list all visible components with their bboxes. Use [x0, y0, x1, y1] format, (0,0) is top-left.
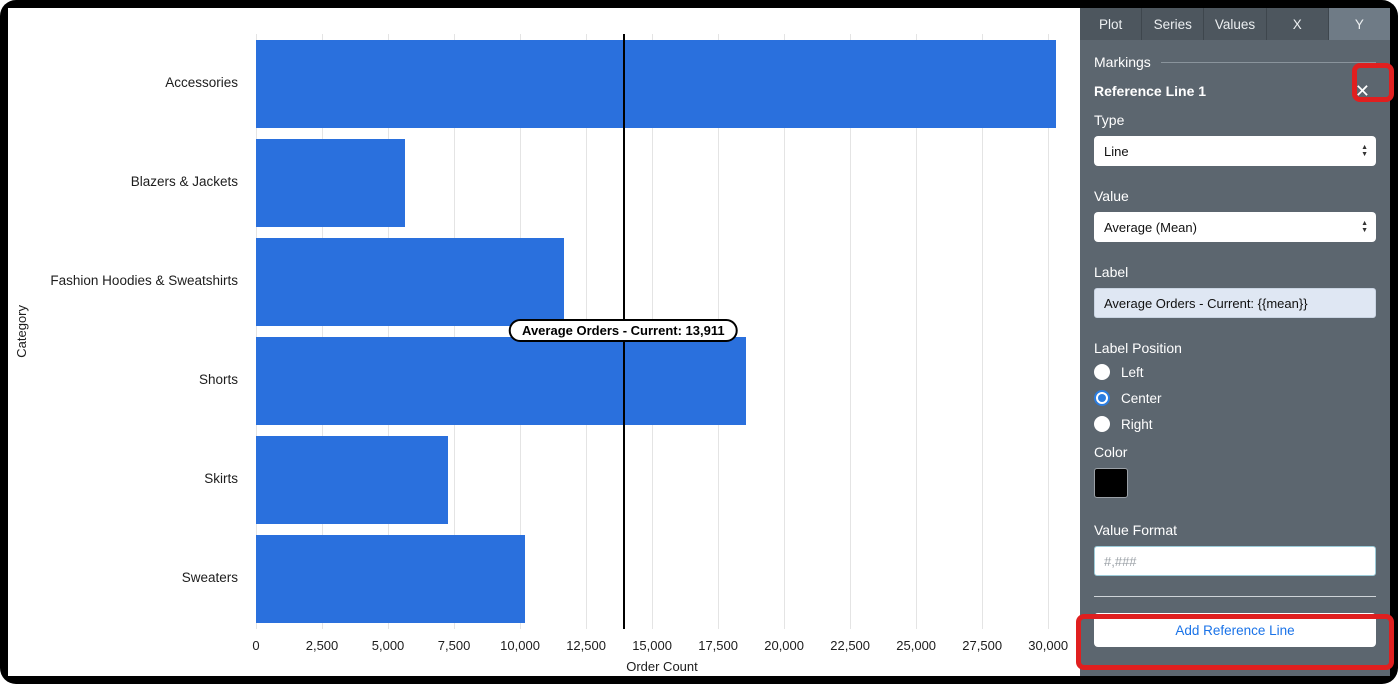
- settings-panel: Plot Series Values X Y Markings Reference Li…: [1080, 8, 1391, 676]
- markings-label: Markings: [1094, 54, 1151, 70]
- x-tick-label: 2,500: [305, 638, 339, 653]
- gridline: [916, 34, 918, 629]
- value-format-input[interactable]: [1094, 546, 1376, 576]
- category-label: Shorts: [198, 372, 238, 388]
- radio-right[interactable]: Right: [1094, 416, 1376, 432]
- gridline: [784, 34, 786, 629]
- tab-x[interactable]: X: [1266, 8, 1329, 40]
- updown-arrows-icon: [1361, 144, 1368, 158]
- gridline: [388, 34, 390, 629]
- x-tick-label: 5,000: [371, 638, 405, 653]
- reference-line-label: Average Orders - Current: 13,911: [509, 318, 738, 342]
- tab-values[interactable]: Values: [1204, 8, 1267, 40]
- bar-blazers-jackets: [256, 138, 406, 227]
- category-label: Fashion Hoodies & Sweatshirts: [50, 272, 238, 288]
- type-select[interactable]: Line: [1094, 136, 1376, 166]
- x-tick-label: 17,500: [698, 638, 738, 653]
- x-tick-label: 20,000: [764, 638, 804, 653]
- radio-icon: [1094, 390, 1110, 406]
- gridline: [982, 34, 984, 629]
- x-tick-label: 22,500: [830, 638, 871, 653]
- x-tick-label: 0: [252, 638, 260, 653]
- reference-line-title: Reference Line 1: [1094, 83, 1207, 99]
- x-tick-label: 27,500: [962, 638, 1003, 653]
- x-tick-label: 30,000: [1028, 638, 1069, 653]
- category-label: Skirts: [204, 471, 238, 487]
- updown-arrows-icon: [1361, 220, 1368, 234]
- type-select-value: Line: [1104, 143, 1129, 159]
- x-tick-label: 12,500: [566, 638, 606, 653]
- gridline: [850, 34, 852, 629]
- value-select-value: Average (Mean): [1104, 219, 1197, 235]
- x-tick-label: 7,500: [437, 638, 471, 653]
- tab-plot[interactable]: Plot: [1080, 8, 1143, 40]
- value-label: Value: [1094, 188, 1129, 204]
- section-divider-line: [1160, 61, 1376, 63]
- gridline: [256, 34, 257, 629]
- tab-series[interactable]: Series: [1142, 8, 1205, 40]
- panel-body: Markings Reference Line 1 ✕ Type Line Va…: [1080, 40, 1390, 676]
- label-position-label: Label Position: [1094, 340, 1182, 356]
- x-tick-label: 10,000: [500, 638, 540, 653]
- panel-tabs: Plot Series Values X Y: [1080, 8, 1391, 40]
- bar-shorts: [256, 337, 746, 426]
- label-position-group: Left Center Right: [1094, 364, 1376, 432]
- category-label: Sweaters: [181, 570, 238, 586]
- y-axis-title: Category: [14, 34, 29, 629]
- x-tick-label: 25,000: [896, 638, 937, 653]
- gridline: [322, 34, 324, 629]
- label-input[interactable]: [1094, 288, 1376, 318]
- gridline: [1048, 34, 1050, 629]
- radio-icon: [1094, 364, 1110, 380]
- category-label: Blazers & Jackets: [130, 173, 238, 189]
- tab-y[interactable]: Y: [1328, 8, 1391, 40]
- radio-label: Left: [1121, 364, 1144, 380]
- label-label: Label: [1094, 264, 1129, 280]
- chart-area: Category Order Count 0 2,500 5,000 7,500 10,…: [8, 8, 1080, 676]
- markings-section-header: Markings: [1094, 54, 1376, 70]
- reference-line-header: Reference Line 1 ✕: [1094, 82, 1376, 100]
- type-label: Type: [1094, 112, 1125, 128]
- value-format-label: Value Format: [1094, 522, 1177, 538]
- close-icon[interactable]: ✕: [1354, 81, 1370, 101]
- radio-label: Center: [1121, 390, 1162, 406]
- add-reference-line-button[interactable]: Add Reference Line: [1094, 613, 1376, 647]
- x-tick-label: 15,000: [632, 638, 672, 653]
- radio-label: Right: [1121, 416, 1153, 432]
- y-axis-title-text: Category: [14, 305, 29, 358]
- bar-accessories: [256, 39, 1057, 128]
- radio-icon: [1094, 416, 1110, 432]
- radio-center[interactable]: Center: [1094, 390, 1376, 406]
- color-swatch[interactable]: [1094, 468, 1128, 498]
- bar-fashion-hoodies-sweatshirts: [256, 237, 564, 326]
- x-axis-title: Order Count: [626, 659, 698, 674]
- panel-divider: [1094, 596, 1376, 597]
- bar-skirts: [256, 436, 449, 525]
- value-select[interactable]: Average (Mean): [1094, 212, 1376, 242]
- category-label: Accessories: [165, 74, 238, 90]
- bar-sweaters: [256, 535, 526, 624]
- radio-left[interactable]: Left: [1094, 364, 1376, 380]
- color-label: Color: [1094, 444, 1128, 460]
- gridline: [454, 34, 456, 629]
- app-layout: Category Order Count 0 2,500 5,000 7,500 10,…: [8, 8, 1391, 676]
